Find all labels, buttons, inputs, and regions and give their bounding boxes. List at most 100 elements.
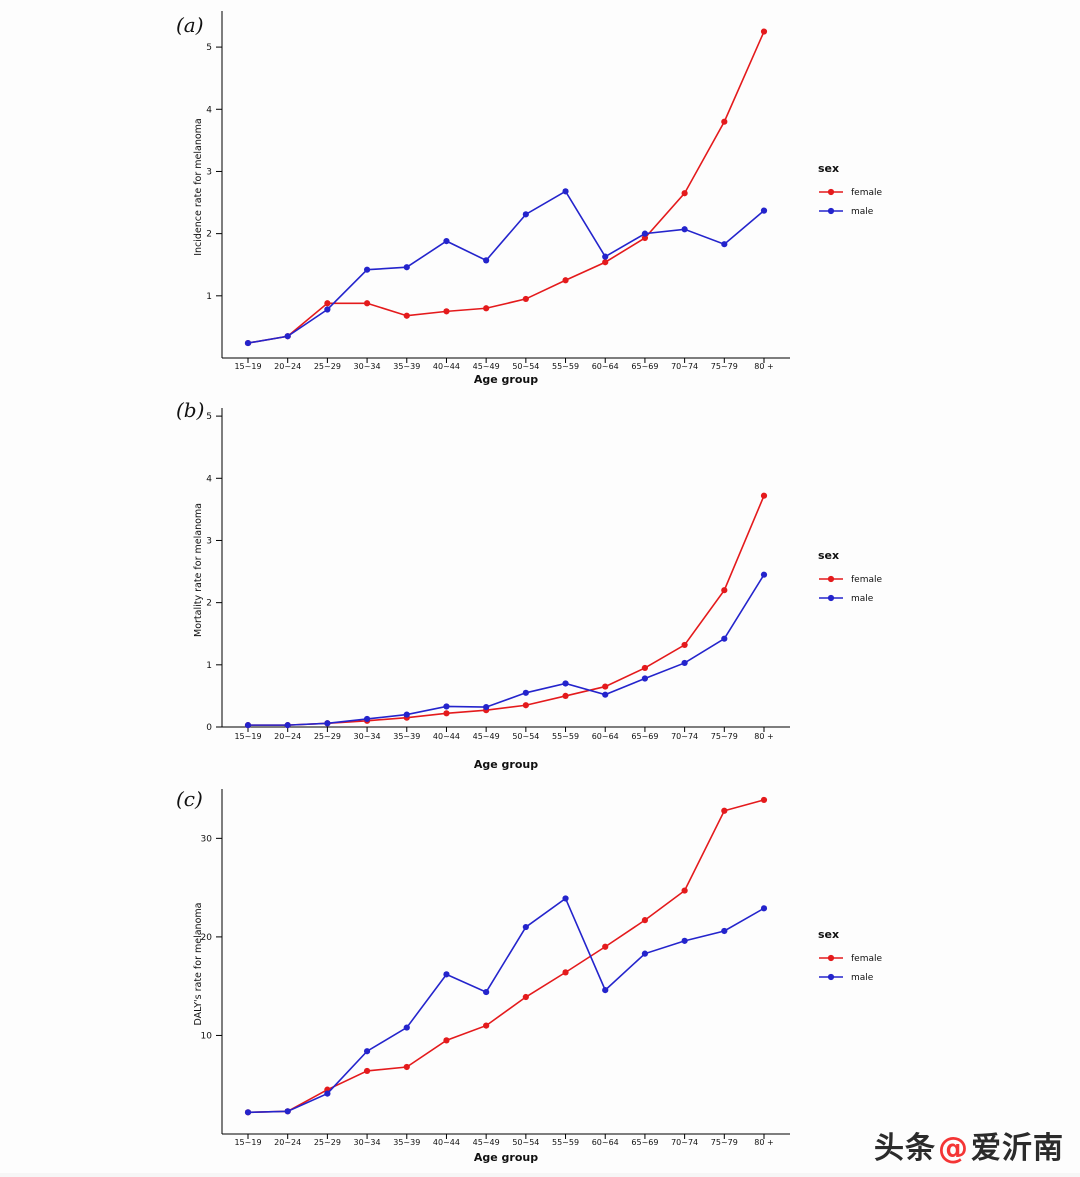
data-point-male: [760, 571, 768, 578]
data-point-male: [403, 264, 410, 271]
axes: [216, 408, 790, 732]
data-point-male: [721, 635, 728, 642]
data-point-male: [483, 257, 490, 264]
data-point-male: [403, 1024, 410, 1031]
series-male: [244, 571, 768, 729]
legend-label-male: male: [851, 594, 874, 604]
data-point-female: [522, 295, 529, 303]
chart-panel-b: (b) 0 1 2 3 4 5 15~19 20~24 25~29 30~34 35~39 40~44 4…: [0, 391, 1080, 782]
x-tick-label: 20~24: [274, 362, 301, 371]
x-tick-label: 50~54: [512, 732, 539, 741]
data-point-male: [483, 704, 490, 711]
x-tick-label: 80 +: [754, 732, 773, 741]
y-axis-title: DALY's rate for melanoma: [193, 903, 204, 1026]
legend-label-male: male: [851, 207, 874, 217]
x-tick-label: 65~69: [631, 1138, 658, 1147]
axes: [216, 11, 790, 363]
y-tick-label: 30: [201, 834, 213, 844]
chart-c-svg: (c) 10 20 30 15~19 20~24 25~29 30~34 35~39 40~44 4…: [176, 787, 882, 1164]
x-tick-label: 75~79: [711, 732, 738, 741]
data-point-female: [681, 887, 688, 894]
y-tick-label: 4: [206, 105, 212, 115]
legend-key-female: [827, 188, 835, 196]
x-tick-label: 15~19: [234, 362, 261, 371]
data-point-female: [363, 300, 371, 307]
watermark-name: 爱沂南: [971, 1131, 1064, 1166]
x-tick-label: 15~19: [234, 732, 261, 741]
data-point-male: [244, 339, 252, 347]
y-tick-label: 5: [206, 412, 212, 422]
data-point-female: [721, 587, 728, 594]
x-tick-label: 70~74: [671, 1138, 698, 1147]
legend-key-male: [827, 207, 835, 215]
watermark-at-icon: @: [938, 1131, 969, 1166]
data-point-male: [602, 691, 609, 698]
x-axis-title: Age group: [474, 758, 538, 771]
x-tick-label: 75~79: [711, 1138, 738, 1147]
x-tick-label: 50~54: [512, 362, 539, 371]
data-point-male: [641, 950, 649, 957]
data-point-male: [721, 241, 728, 248]
data-point-female: [522, 993, 529, 1001]
legend-key-male: [827, 594, 835, 602]
data-point-female: [363, 1067, 371, 1075]
y-tick-label: 20: [201, 933, 213, 943]
panel-label: (a): [176, 13, 204, 37]
x-tick-label: 80 +: [754, 362, 773, 371]
data-point-female: [562, 969, 569, 976]
data-point-female: [760, 492, 768, 499]
data-point-male: [760, 905, 768, 912]
data-point-male: [443, 237, 450, 245]
y-tick-label: 2: [206, 230, 212, 240]
x-tick-label: 50~54: [512, 1138, 539, 1147]
data-point-male: [602, 253, 609, 260]
data-point-male: [363, 1048, 371, 1055]
data-point-female: [443, 1037, 450, 1044]
data-point-male: [522, 923, 529, 931]
legend-key-male: [827, 973, 835, 981]
x-tick-label: 35~39: [393, 1138, 420, 1147]
x-tick-label: 35~39: [393, 732, 420, 741]
data-point-male: [324, 306, 331, 313]
legend-label-female: female: [851, 954, 882, 964]
panel-label: (b): [176, 398, 204, 422]
axes: [216, 789, 790, 1139]
data-point-male: [443, 703, 450, 710]
x-axis-title: Age group: [474, 1151, 538, 1164]
x-tick-label: 25~29: [314, 1138, 341, 1147]
data-point-female: [602, 943, 609, 950]
series-male: [244, 188, 768, 347]
legend-title: sex: [818, 928, 839, 941]
x-tick-label: 55~59: [552, 362, 579, 371]
x-tick-label: 55~59: [552, 732, 579, 741]
y-tick-label: 5: [206, 43, 212, 53]
data-point-female: [602, 259, 609, 266]
legend-key-female: [827, 575, 835, 583]
series-male: [244, 895, 768, 1116]
y-axis-title: Incidence rate for melanoma: [193, 118, 204, 256]
y-tick-label: 3: [206, 536, 212, 546]
x-tick-label: 40~44: [433, 1138, 460, 1147]
data-point-male: [562, 188, 569, 195]
data-point-male: [641, 675, 649, 682]
data-point-female: [681, 641, 688, 649]
x-tick-label: 35~39: [393, 362, 420, 371]
data-point-female: [760, 28, 768, 35]
data-point-female: [721, 118, 728, 125]
chart-panel-c: (c) 10 20 30 15~19 20~24 25~29 30~34 35~39 40~44 4…: [0, 782, 1080, 1173]
watermark: 头条@爱沂南: [874, 1123, 1064, 1167]
data-point-female: [403, 312, 410, 319]
y-tick-label: 1: [206, 661, 212, 671]
x-tick-label: 45~49: [473, 1138, 500, 1147]
legend-title: sex: [818, 549, 839, 562]
data-point-male: [324, 720, 331, 727]
data-point-female: [641, 234, 649, 242]
x-tick-label: 65~69: [631, 732, 658, 741]
x-tick-label: 40~44: [433, 732, 460, 741]
x-tick-label: 75~79: [711, 362, 738, 371]
data-point-male: [244, 1109, 252, 1116]
x-tick-label: 15~19: [234, 1138, 261, 1147]
series-female: [244, 492, 768, 729]
data-point-female: [403, 1063, 410, 1071]
